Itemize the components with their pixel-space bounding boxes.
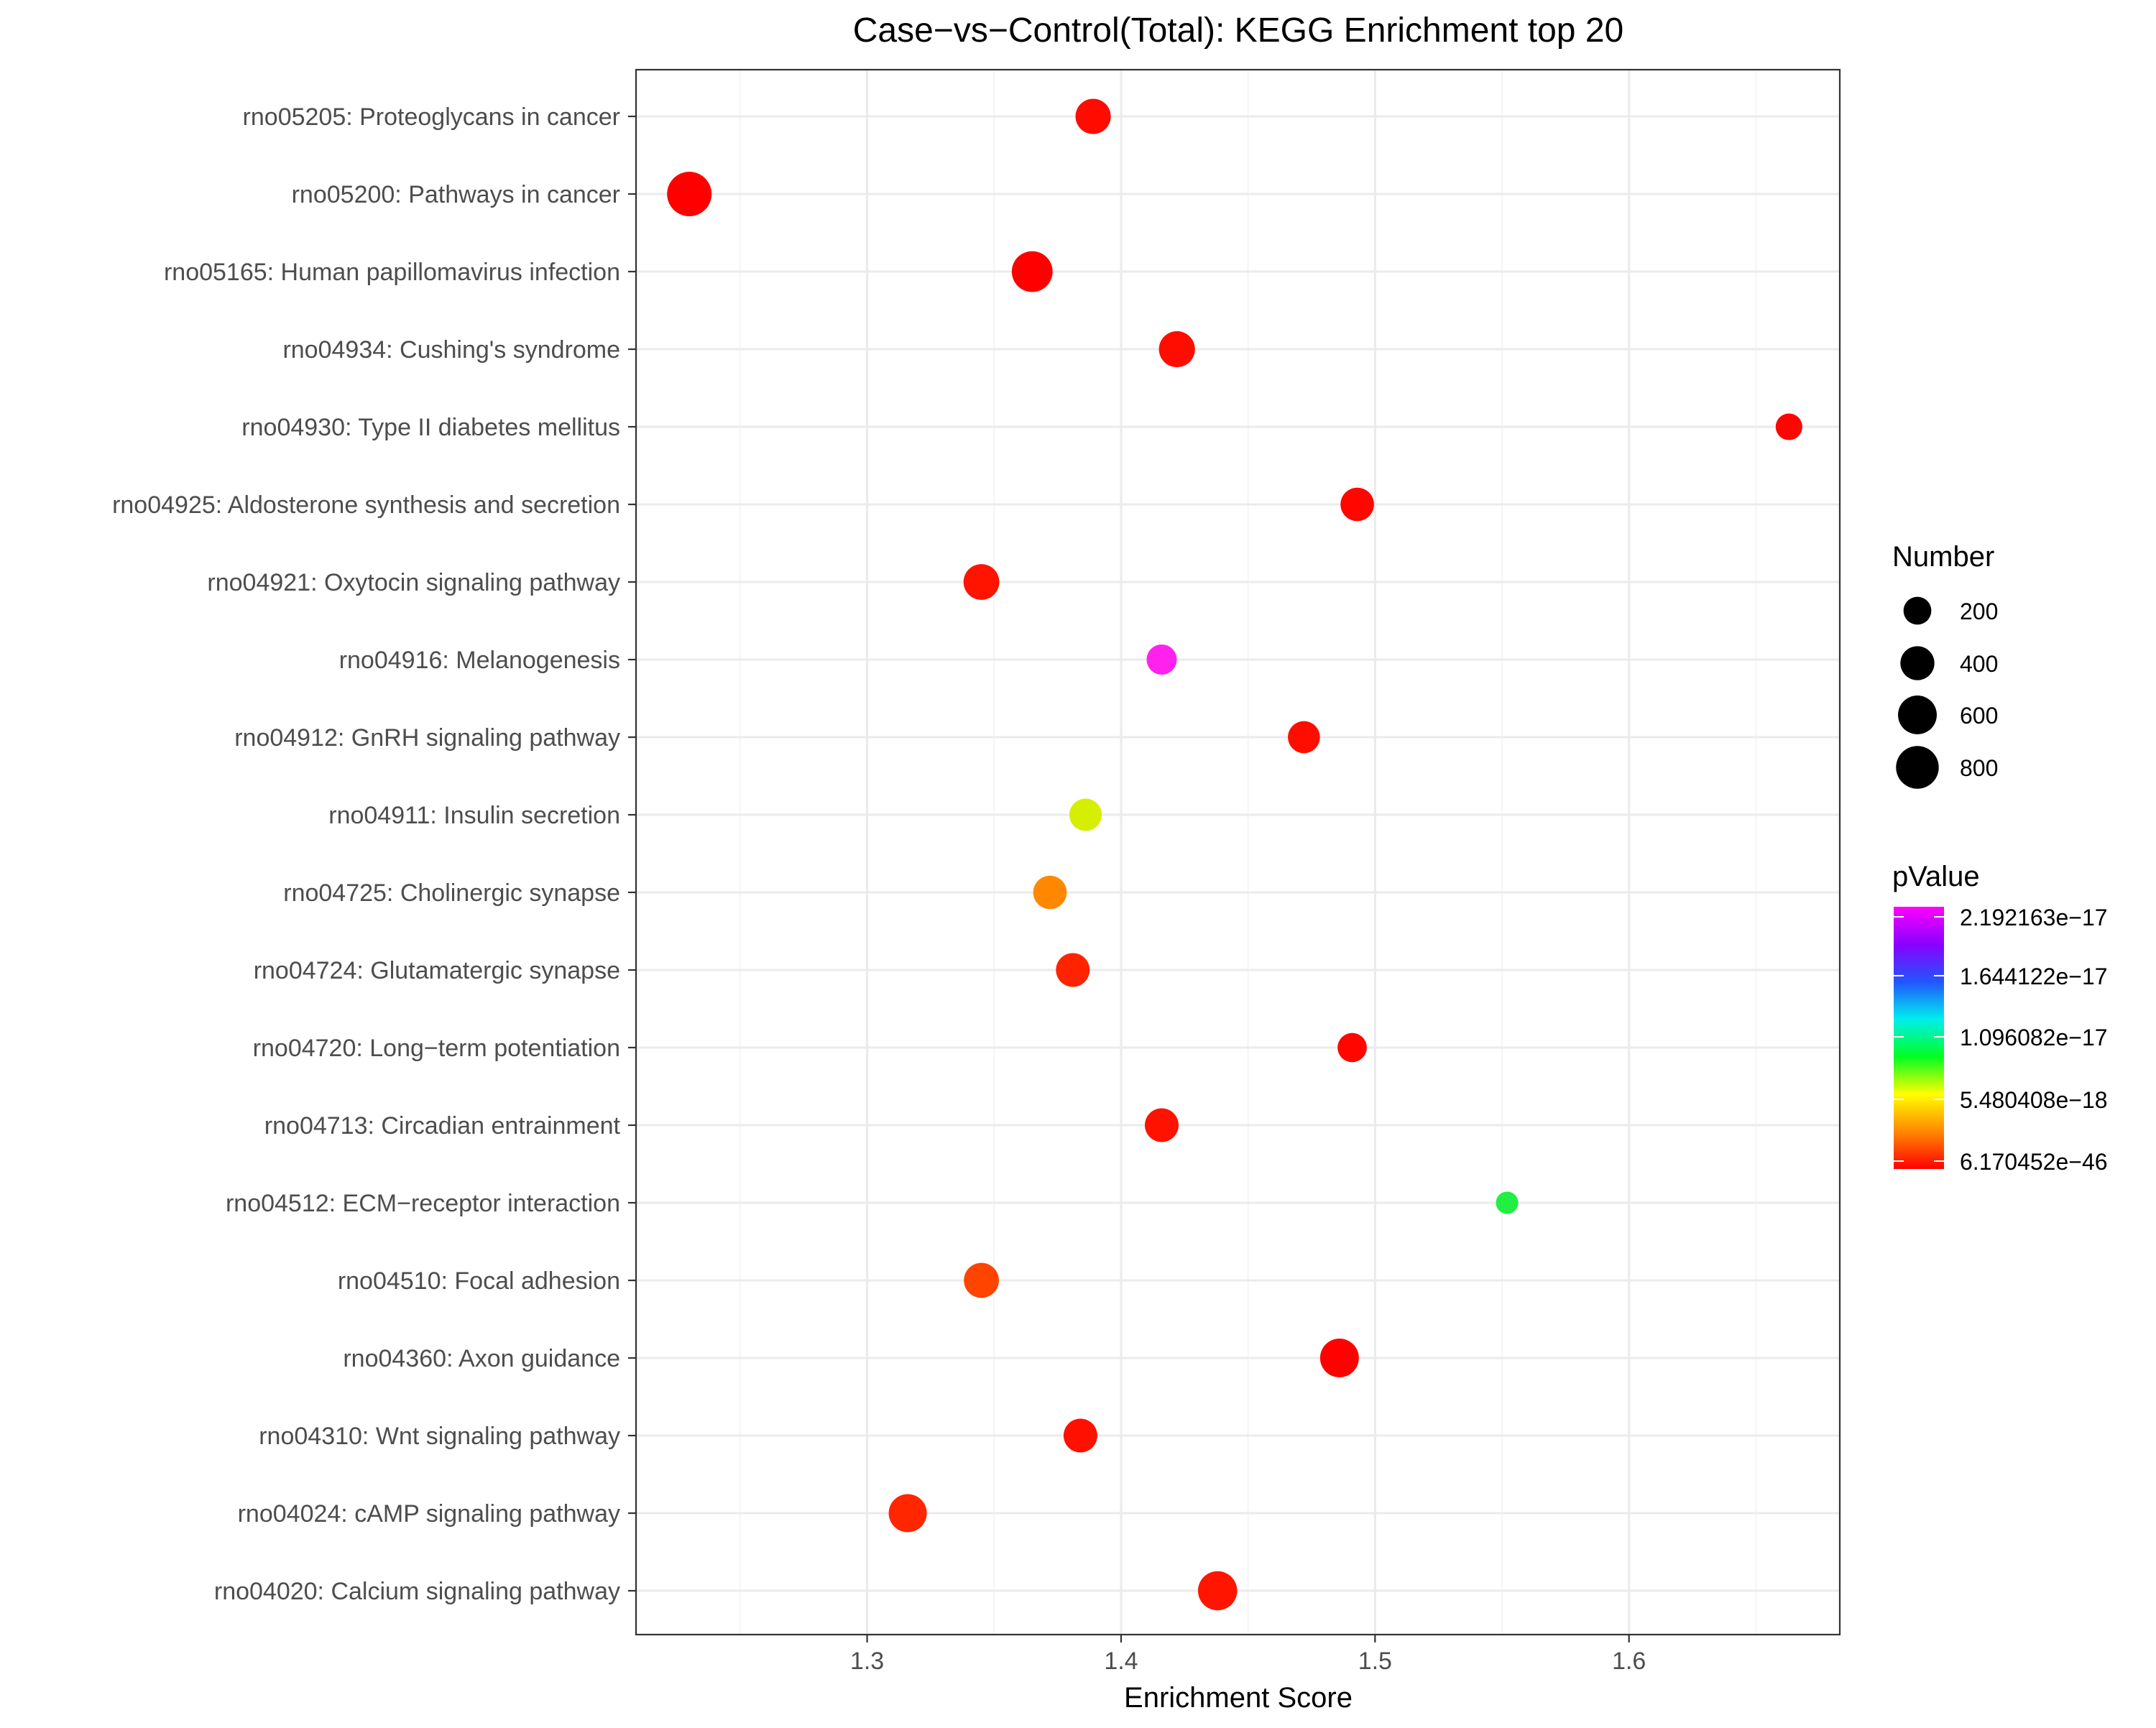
data-point (1056, 953, 1090, 987)
data-point (1158, 331, 1195, 368)
plot-panel-border (635, 68, 1841, 1636)
size-legend-label: 400 (1960, 651, 1998, 677)
y-tick-label: rno04512: ECM−receptor interaction (226, 1190, 620, 1217)
y-tick-label: rno04916: Melanogenesis (339, 647, 620, 674)
y-tick-label: rno04713: Circadian entrainment (264, 1112, 621, 1140)
y-tick-label: rno04912: GnRH signaling pathway (234, 724, 620, 752)
plot-panel (636, 70, 1840, 1635)
y-tick-label: rno04921: Oxytocin signaling pathway (207, 569, 620, 596)
color-legend-label: 6.170452e−46 (1960, 1149, 2108, 1175)
color-legend: pValue 2.192163e−17 1.644122e−17 1.096082e… (1892, 861, 2108, 1175)
y-tick-label: rno05200: Pathways in cancer (292, 181, 620, 208)
data-point (1319, 1339, 1359, 1377)
data-point (1146, 644, 1177, 675)
chart-title: Case−vs−Control(Total): KEGG Enrichment … (853, 11, 1623, 50)
data-point (1340, 487, 1374, 522)
data-point (1063, 1418, 1097, 1453)
x-axis-label: Enrichment Score (1124, 1682, 1353, 1714)
size-legend: Number 200 400 600 800 (1892, 541, 1998, 789)
size-legend-key (1900, 646, 1935, 680)
y-tick-label: rno04024: cAMP signaling pathway (238, 1500, 620, 1528)
data-point (964, 1262, 999, 1298)
color-legend-label: 5.480408e−18 (1960, 1087, 2108, 1113)
grid-lines (636, 70, 1840, 1635)
y-tick-label: rno05165: Human papillomavirus infection (164, 259, 620, 286)
y-tick-label: rno04725: Cholinergic synapse (283, 879, 620, 907)
y-tick-label: rno04020: Calcium signaling pathway (214, 1578, 620, 1605)
data-point (1337, 1032, 1367, 1063)
size-legend-key (1898, 696, 1937, 734)
data-point (1069, 798, 1102, 831)
data-point (1075, 98, 1111, 134)
y-tick-label: rno04934: Cushing's syndrome (282, 336, 620, 364)
size-legend-key (1896, 746, 1939, 789)
color-legend-label: 2.192163e−17 (1960, 905, 2108, 930)
data-point (1011, 251, 1053, 292)
size-legend-key (1903, 596, 1932, 625)
x-tick-label: 1.3 (850, 1648, 884, 1675)
color-legend-title: pValue (1892, 861, 1980, 892)
y-tick-label: rno04724: Glutamatergic synapse (254, 957, 620, 984)
data-point (888, 1494, 927, 1533)
size-legend-title: Number (1892, 541, 1994, 573)
y-tick-label: rno04925: Aldosterone synthesis and secr… (112, 491, 620, 519)
y-tick-label: rno04510: Focal adhesion (338, 1267, 620, 1295)
data-point (1033, 875, 1067, 910)
x-tick-label: 1.4 (1104, 1648, 1138, 1675)
y-tick-label: rno05205: Proteoglycans in cancer (243, 103, 620, 131)
x-tick-label: 1.6 (1612, 1648, 1646, 1675)
data-point (1197, 1571, 1238, 1611)
size-legend-label: 200 (1960, 599, 1998, 624)
data-point (963, 564, 1000, 600)
size-legend-label: 800 (1960, 755, 1998, 781)
y-tick-label: rno04360: Axon guidance (343, 1345, 620, 1372)
y-tick-label: rno04930: Type II diabetes mellitus (241, 414, 620, 441)
y-tick-label: rno04310: Wnt signaling pathway (259, 1423, 620, 1450)
data-point (1775, 413, 1802, 440)
y-tick-label: rno04720: Long−term potentiation (253, 1035, 620, 1062)
x-axis: 1.3 1.4 1.5 1.6 (850, 1635, 1646, 1675)
color-legend-bar (1894, 907, 1944, 1169)
data-points (667, 98, 1802, 1611)
color-legend-label: 1.644122e−17 (1960, 964, 2108, 989)
data-point (667, 172, 712, 216)
data-point (1496, 1191, 1519, 1214)
data-point (1145, 1108, 1179, 1142)
data-point (1288, 721, 1320, 754)
x-tick-label: 1.5 (1358, 1648, 1392, 1675)
y-axis: rno05205: Proteoglycans in cancer rno0520… (112, 103, 636, 1605)
y-tick-label: rno04911: Insulin secretion (328, 802, 620, 829)
size-legend-label: 600 (1960, 703, 1998, 729)
color-legend-label: 1.096082e−17 (1960, 1025, 2108, 1050)
